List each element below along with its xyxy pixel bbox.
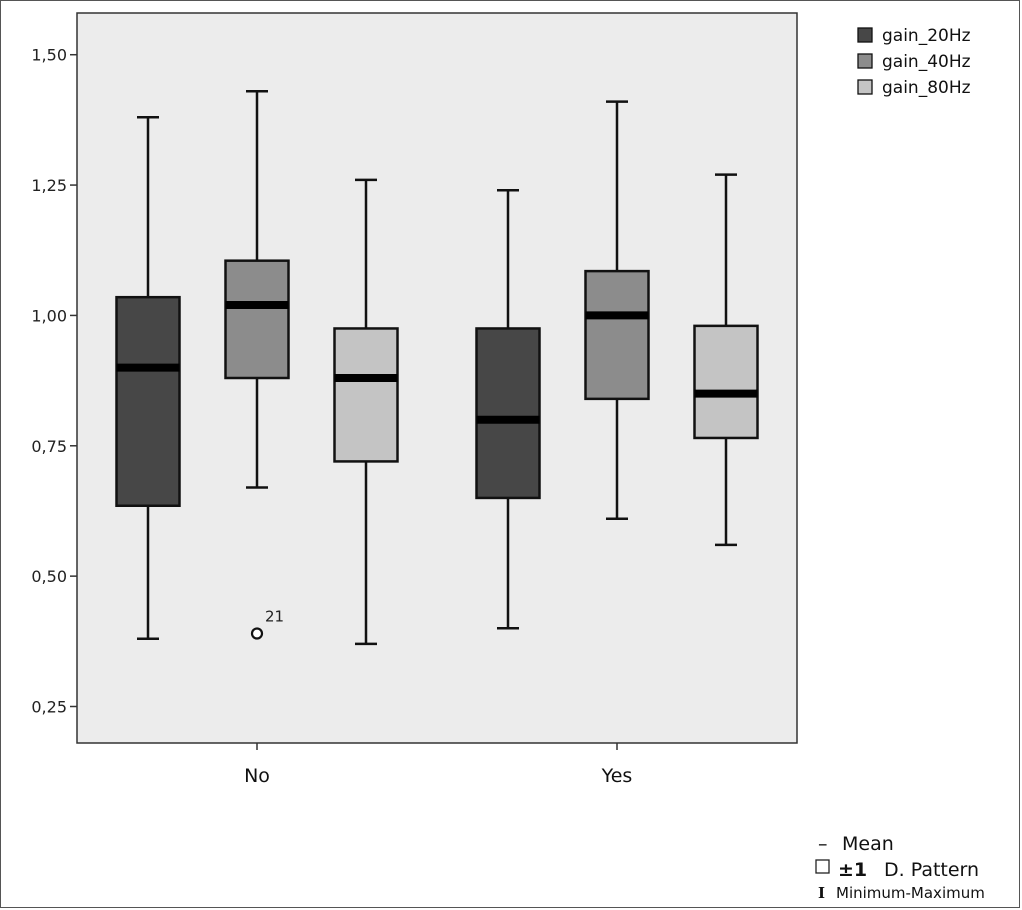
iqr-box bbox=[693, 324, 759, 440]
legend-label-gain_80Hz: gain_80Hz bbox=[882, 78, 971, 98]
box-gain_40Hz-Yes bbox=[584, 100, 650, 521]
sd-note-label: D. Pattern bbox=[884, 859, 979, 881]
y-tick-label: 0,25 bbox=[31, 698, 67, 717]
y-tick-label: 0,75 bbox=[31, 437, 67, 456]
range-note-label: Minimum-Maximum bbox=[836, 884, 985, 902]
range-note-symbol: I bbox=[818, 884, 825, 902]
iqr-box bbox=[584, 269, 650, 401]
box-gain_20Hz-Yes bbox=[475, 189, 541, 630]
y-tick-label: 1,25 bbox=[31, 176, 67, 195]
legend-label-gain_40Hz: gain_40Hz bbox=[882, 52, 971, 72]
sd-note-symbol: ±1 bbox=[838, 859, 867, 881]
iqr-box bbox=[115, 295, 181, 507]
plot-area bbox=[76, 12, 798, 744]
box-gain_40Hz-No: 21 bbox=[224, 89, 290, 640]
x-axis: No Yes bbox=[244, 743, 632, 787]
boxes: 21 bbox=[115, 89, 759, 646]
y-tick-label: 1,50 bbox=[31, 46, 67, 65]
legend-label-gain_20Hz: gain_20Hz bbox=[882, 26, 971, 46]
mean-note-label: Mean bbox=[842, 833, 894, 855]
iqr-box bbox=[224, 259, 290, 380]
legend-swatch-gain_80Hz bbox=[857, 79, 873, 95]
iqr-box bbox=[333, 327, 399, 463]
box-gain_80Hz-Yes bbox=[693, 173, 759, 547]
x-category-label: No bbox=[244, 765, 270, 787]
x-category-label: Yes bbox=[601, 765, 633, 787]
y-tick-label: 1,00 bbox=[31, 306, 67, 325]
mean-note-symbol: – bbox=[818, 833, 828, 855]
outlier-point bbox=[250, 627, 264, 640]
legend-notes: – Mean ±1 D. Pattern I Minimum-Maximum bbox=[815, 833, 985, 902]
legend-swatch-gain_40Hz bbox=[857, 53, 873, 69]
sd-note-symbol-box bbox=[815, 859, 830, 874]
y-tick-label: 0,50 bbox=[31, 567, 67, 586]
y-axis: 0,25 0,50 0,75 1,00 1,25 1,50 bbox=[31, 46, 77, 717]
iqr-box bbox=[475, 327, 541, 500]
box-gain_80Hz-No bbox=[333, 178, 399, 646]
box-gain_20Hz-No bbox=[115, 116, 181, 640]
legend: gain_20Hz gain_40Hz gain_80Hz bbox=[857, 26, 971, 98]
outlier-label: 21 bbox=[265, 608, 284, 626]
legend-swatch-gain_20Hz bbox=[857, 27, 873, 43]
